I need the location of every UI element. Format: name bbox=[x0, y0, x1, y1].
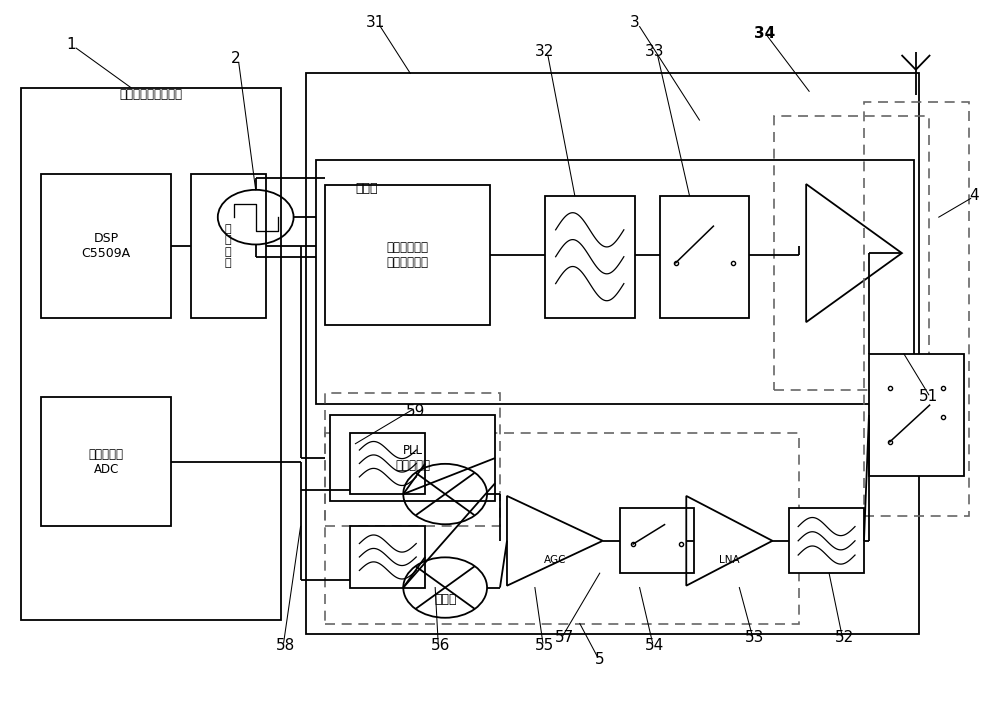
Bar bbox=[545, 196, 635, 318]
Bar bbox=[869, 354, 964, 476]
Text: 55: 55 bbox=[535, 638, 554, 653]
Text: AGC: AGC bbox=[544, 554, 566, 565]
Bar bbox=[660, 196, 749, 318]
Text: 57: 57 bbox=[555, 630, 574, 645]
Bar bbox=[325, 433, 799, 624]
Text: 34: 34 bbox=[754, 26, 775, 41]
Bar bbox=[41, 397, 171, 526]
Text: 51: 51 bbox=[919, 389, 938, 404]
Text: 4: 4 bbox=[969, 188, 978, 203]
Bar bbox=[316, 160, 914, 404]
Bar bbox=[306, 74, 919, 635]
Text: DSP
C5509A: DSP C5509A bbox=[82, 232, 131, 260]
Bar bbox=[789, 508, 864, 573]
Text: PLL
频率合成器: PLL 频率合成器 bbox=[395, 444, 430, 472]
Text: 54: 54 bbox=[645, 638, 664, 653]
Text: 58: 58 bbox=[276, 638, 295, 653]
Text: 59: 59 bbox=[406, 404, 425, 419]
Bar bbox=[774, 116, 929, 390]
Text: 31: 31 bbox=[366, 15, 385, 30]
Text: 双通道直接数
字频率合成器: 双通道直接数 字频率合成器 bbox=[387, 241, 429, 269]
Bar bbox=[330, 415, 495, 501]
Text: 控
制
逻
辑: 控 制 逻 辑 bbox=[225, 224, 232, 269]
Bar bbox=[620, 508, 694, 573]
Bar bbox=[325, 185, 490, 325]
Text: 52: 52 bbox=[834, 630, 854, 645]
Text: 接收机: 接收机 bbox=[434, 593, 456, 606]
Text: 信号处理与控制模块: 信号处理与控制模块 bbox=[119, 88, 182, 101]
Text: 33: 33 bbox=[645, 44, 664, 59]
Bar bbox=[350, 433, 425, 494]
Text: 发射机: 发射机 bbox=[355, 182, 378, 195]
Text: 56: 56 bbox=[430, 638, 450, 653]
Text: LNA: LNA bbox=[719, 554, 740, 565]
Bar bbox=[191, 174, 266, 318]
Text: 3: 3 bbox=[630, 15, 640, 30]
Text: 1: 1 bbox=[66, 37, 76, 52]
Text: 模数转换器
ADC: 模数转换器 ADC bbox=[89, 448, 124, 476]
Bar bbox=[864, 102, 969, 516]
Bar bbox=[350, 526, 425, 588]
Bar bbox=[21, 87, 281, 620]
Text: 53: 53 bbox=[745, 630, 764, 645]
Text: 5: 5 bbox=[595, 652, 605, 667]
Bar bbox=[325, 393, 500, 526]
Bar bbox=[41, 174, 171, 318]
Text: 32: 32 bbox=[535, 44, 555, 59]
Text: 2: 2 bbox=[231, 51, 241, 66]
